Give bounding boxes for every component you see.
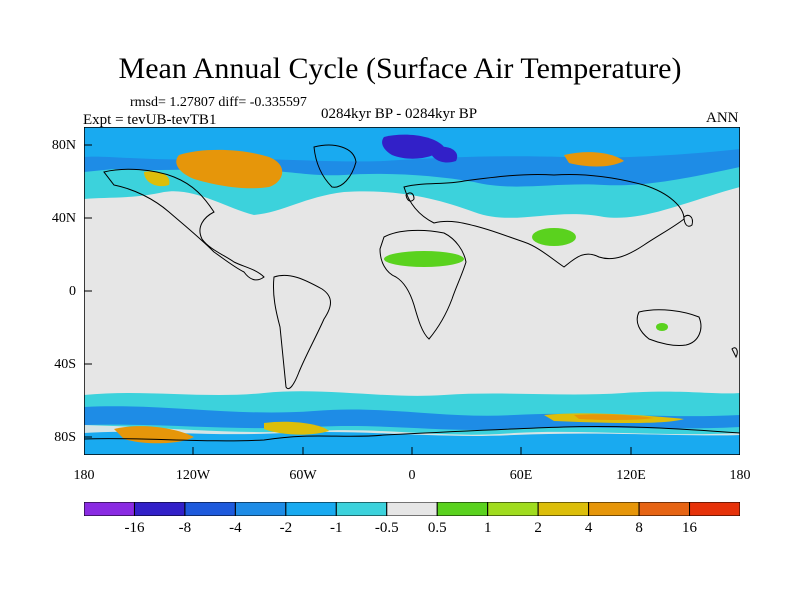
colorbar-swatch bbox=[184, 502, 236, 516]
colorbar-label: -8 bbox=[178, 520, 192, 536]
east-siberia-warm-patch bbox=[564, 152, 624, 167]
australia-warm-patch bbox=[656, 323, 668, 331]
colorbar-swatch bbox=[234, 502, 287, 516]
colorbar-label: 0.5 bbox=[427, 520, 447, 536]
lon-label-0: 0 bbox=[408, 468, 416, 483]
coastlines bbox=[84, 144, 740, 442]
eurasia-coast bbox=[403, 173, 685, 268]
colorbar-swatch bbox=[84, 502, 135, 516]
antarctic-cool-band bbox=[84, 431, 740, 455]
alaska-warm-patch bbox=[144, 171, 170, 187]
experiment-label: Expt = tevUB-tevTB1 bbox=[83, 112, 217, 128]
colorbar-swatch bbox=[436, 502, 489, 516]
colorbar-label: 1 bbox=[483, 520, 492, 536]
lon-label-180w: 180 bbox=[73, 468, 95, 483]
colorbar-swatch bbox=[133, 502, 186, 516]
lon-label-60w: 60W bbox=[289, 468, 317, 483]
colorbar-label: -0.5 bbox=[374, 520, 399, 536]
colorbar-label: -2 bbox=[279, 520, 293, 536]
colorbar-label: 8 bbox=[635, 520, 643, 536]
lon-label-180e: 180 bbox=[729, 468, 751, 483]
lat-label-0: 0 bbox=[69, 284, 76, 299]
lat-label-80n: 80N bbox=[51, 138, 76, 153]
south-america-coast bbox=[273, 274, 331, 390]
plot-title: Mean Annual Cycle (Surface Air Temperatu… bbox=[118, 52, 682, 85]
east-antarctic-warm-core bbox=[574, 414, 654, 420]
temperature-difference-map bbox=[84, 127, 740, 455]
period-label: 0284kyr BP - 0284kyr BP bbox=[321, 106, 478, 122]
colorbar-swatch bbox=[487, 502, 539, 516]
lon-label-120w: 120W bbox=[175, 468, 211, 483]
colorbar-label: -16 bbox=[124, 520, 145, 536]
arabia-warm-patch bbox=[532, 228, 576, 246]
canada-warm-patch bbox=[176, 149, 283, 189]
new-zealand-coast bbox=[731, 347, 738, 359]
lon-label-60e: 60E bbox=[509, 468, 533, 483]
lat-label-80s: 80S bbox=[54, 430, 76, 445]
colorbar-swatch bbox=[638, 502, 691, 516]
africa-coast bbox=[379, 229, 467, 340]
lat-label-40s: 40S bbox=[54, 357, 76, 372]
colorbar-label: 2 bbox=[534, 520, 542, 536]
colorbar bbox=[84, 502, 740, 516]
colorbar-swatch bbox=[588, 502, 640, 516]
colorbar-label: 4 bbox=[584, 520, 593, 536]
lon-label-120e: 120E bbox=[616, 468, 646, 483]
colorbar-swatch bbox=[689, 502, 740, 516]
colorbar-swatch bbox=[386, 502, 438, 516]
rmsd-diff-stats: rmsd= 1.27807 diff= -0.335597 bbox=[130, 95, 307, 110]
colorbar-label: -4 bbox=[229, 520, 242, 536]
colorbar-label: 16 bbox=[682, 520, 698, 536]
colorbar-swatch bbox=[537, 502, 590, 516]
weddell-warm-patch bbox=[264, 421, 329, 435]
sahara-warm-patch bbox=[384, 251, 464, 267]
siberia-cold-patch bbox=[382, 134, 444, 159]
colorbar-label: -1 bbox=[330, 520, 343, 536]
colorbar-swatch bbox=[335, 502, 388, 516]
greenland-coast bbox=[313, 144, 357, 188]
antarctica-coast bbox=[84, 425, 740, 442]
australia-coast bbox=[636, 309, 702, 346]
north-america-coast bbox=[103, 168, 265, 281]
kara-cold-patch bbox=[429, 146, 458, 163]
lat-label-40n: 40N bbox=[51, 211, 76, 226]
southern-ocean-cold-band bbox=[84, 406, 740, 430]
colorbar-swatch bbox=[285, 502, 337, 516]
uk-coast bbox=[405, 192, 415, 202]
season-label: ANN bbox=[706, 110, 739, 126]
japan-coast bbox=[683, 214, 693, 227]
map-ticks bbox=[84, 144, 632, 455]
